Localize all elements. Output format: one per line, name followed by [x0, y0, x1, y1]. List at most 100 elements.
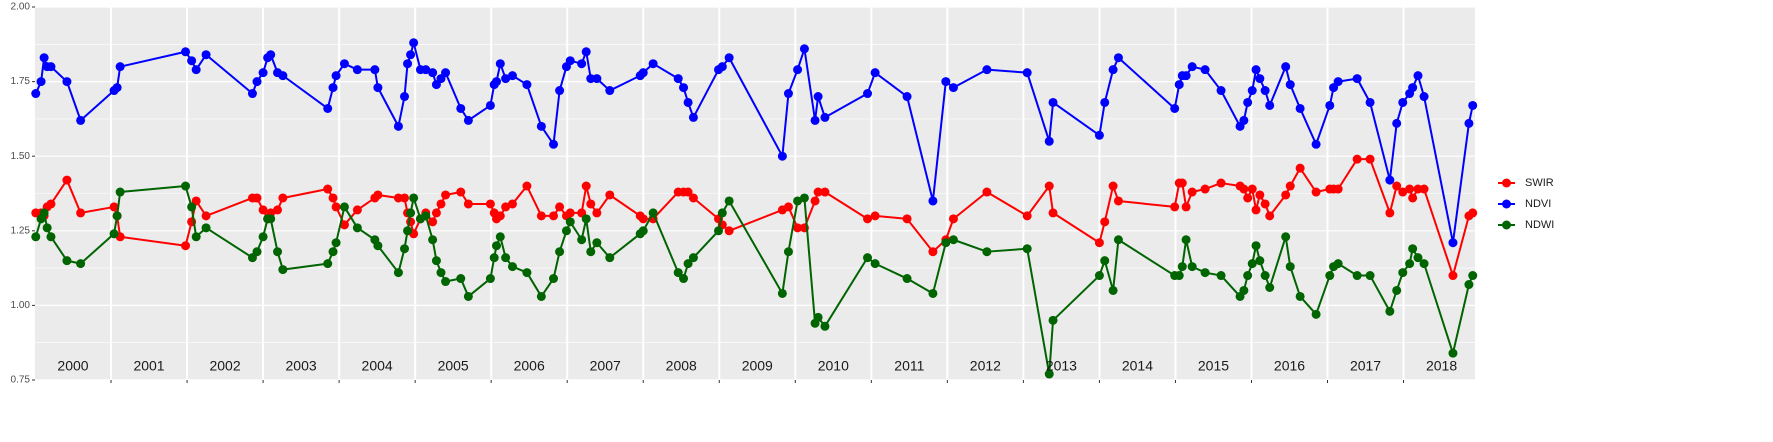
data-point: [339, 59, 349, 69]
data-point: [679, 83, 689, 93]
data-point: [201, 211, 211, 221]
year-label: 2005: [438, 358, 469, 374]
data-point: [352, 223, 362, 233]
data-point: [36, 77, 46, 87]
year-label: 2006: [514, 358, 545, 374]
data-point: [252, 193, 262, 203]
data-point: [1113, 235, 1123, 245]
data-point: [485, 100, 495, 110]
y-tick-label: 1.00: [11, 300, 31, 311]
data-point: [638, 214, 648, 224]
data-point: [441, 68, 451, 78]
data-point: [409, 38, 419, 48]
data-point: [605, 86, 615, 96]
data-point: [1255, 256, 1265, 266]
data-point: [982, 247, 992, 257]
data-point: [115, 187, 125, 197]
data-point: [1281, 232, 1291, 242]
data-point: [46, 199, 56, 209]
data-point: [428, 217, 438, 227]
data-point: [421, 65, 431, 75]
data-point: [813, 92, 823, 102]
data-point: [1365, 97, 1375, 107]
data-point: [1108, 181, 1118, 191]
data-point: [1022, 211, 1032, 221]
data-point: [555, 247, 565, 257]
data-point: [1216, 86, 1226, 96]
data-point: [1048, 208, 1058, 218]
data-point: [1464, 118, 1474, 128]
data-point: [928, 196, 938, 206]
data-point: [187, 56, 197, 66]
data-point: [331, 202, 341, 212]
data-point: [507, 199, 517, 209]
year-label: 2000: [57, 358, 88, 374]
data-point: [928, 288, 938, 298]
data-point: [581, 181, 591, 191]
data-point: [1243, 271, 1253, 281]
data-point: [717, 62, 727, 72]
data-point: [592, 74, 602, 84]
y-tick-label: 1.25: [11, 225, 31, 236]
year-label: 2013: [1046, 358, 1077, 374]
data-point: [1285, 80, 1295, 90]
data-point: [403, 226, 413, 236]
data-point: [1398, 268, 1408, 278]
data-point: [902, 92, 912, 102]
data-point: [1170, 202, 1180, 212]
data-point: [673, 74, 683, 84]
data-point: [777, 151, 787, 161]
data-point: [181, 241, 191, 251]
data-point: [1174, 271, 1184, 281]
data-point: [820, 321, 830, 331]
data-point: [1392, 285, 1402, 295]
data-point: [679, 274, 689, 284]
data-point: [76, 208, 86, 218]
data-point: [638, 68, 648, 78]
data-point: [1311, 309, 1321, 319]
data-point: [495, 232, 505, 242]
data-point: [1295, 291, 1305, 301]
data-point: [586, 199, 596, 209]
legend-label: NDWI: [1525, 219, 1554, 231]
data-point: [1187, 262, 1197, 272]
legend-marker: [1502, 178, 1511, 188]
data-point: [1464, 280, 1474, 290]
data-point: [1295, 103, 1305, 113]
data-point: [1243, 97, 1253, 107]
y-tick-label: 1.50: [11, 151, 31, 162]
data-point: [1419, 259, 1429, 269]
data-point: [793, 196, 803, 206]
data-point: [252, 77, 262, 87]
marks: [31, 38, 1478, 379]
data-point: [258, 205, 268, 215]
data-point: [1247, 259, 1257, 269]
data-point: [1281, 190, 1291, 200]
data-point: [565, 217, 575, 227]
data-point: [648, 59, 658, 69]
year-label: 2016: [1274, 358, 1305, 374]
data-point: [683, 259, 693, 269]
data-point: [1325, 271, 1335, 281]
data-point: [109, 229, 119, 239]
data-point: [1108, 65, 1118, 75]
data-point: [428, 68, 438, 78]
data-point: [1113, 53, 1123, 63]
data-point: [181, 47, 191, 57]
data-point: [1187, 62, 1197, 72]
data-point: [400, 92, 410, 102]
data-point: [648, 208, 658, 218]
data-point: [1100, 256, 1110, 266]
year-label: 2012: [970, 358, 1001, 374]
data-point: [1044, 369, 1054, 379]
data-point: [428, 235, 438, 245]
data-point: [393, 121, 403, 131]
data-point: [673, 268, 683, 278]
data-point: [201, 50, 211, 60]
data-point: [431, 256, 441, 266]
data-point: [485, 274, 495, 284]
data-point: [577, 235, 587, 245]
data-point: [549, 274, 559, 284]
data-point: [810, 115, 820, 125]
data-point: [352, 205, 362, 215]
